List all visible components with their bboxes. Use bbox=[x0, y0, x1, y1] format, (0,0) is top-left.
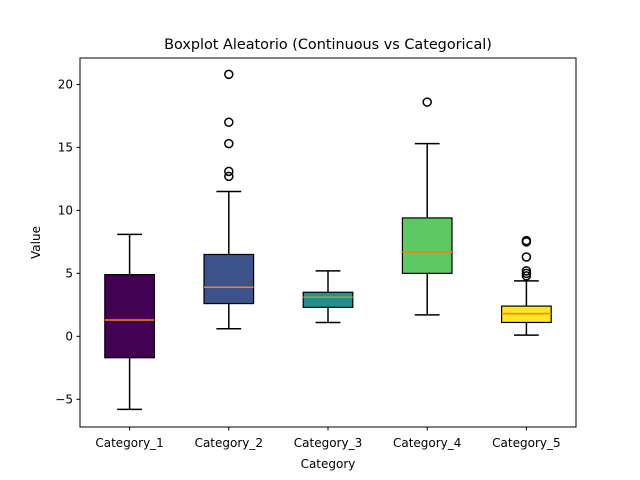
y-axis-label: Value bbox=[29, 226, 43, 259]
x-tick-label: Category_2 bbox=[195, 436, 263, 450]
y-tick-label: 20 bbox=[58, 77, 73, 91]
plot-frame bbox=[79, 57, 577, 428]
box-Category_2 bbox=[203, 253, 255, 305]
plot-area bbox=[104, 69, 552, 411]
outlier-point bbox=[521, 252, 532, 262]
y-tick-label: −5 bbox=[55, 392, 73, 406]
x-tick-label: Category_3 bbox=[294, 436, 362, 450]
outlier-point bbox=[224, 69, 234, 80]
outlier-point bbox=[422, 97, 432, 107]
outlier-point bbox=[224, 166, 234, 177]
outlier-point bbox=[224, 171, 234, 182]
y-tick-label: 15 bbox=[58, 140, 73, 154]
x-tick-label: Category_5 bbox=[492, 436, 560, 450]
y-tick-label: 0 bbox=[65, 329, 73, 343]
box-Category_1 bbox=[104, 274, 156, 359]
outlier-point bbox=[224, 138, 234, 149]
outlier-point bbox=[224, 117, 234, 127]
x-tick-label: Category_1 bbox=[95, 436, 163, 450]
y-tick-label: 10 bbox=[58, 203, 73, 217]
outlier-point bbox=[521, 266, 532, 276]
box-Category_4 bbox=[401, 217, 453, 274]
x-axis-label: Category bbox=[301, 457, 356, 471]
outlier-point bbox=[521, 235, 532, 246]
x-tick-label: Category_4 bbox=[393, 436, 461, 450]
box-Category_3 bbox=[302, 291, 354, 308]
chart-title: Boxplot Aleatorio (Continuous vs Categor… bbox=[164, 37, 492, 53]
y-tick-label: 5 bbox=[65, 266, 73, 280]
